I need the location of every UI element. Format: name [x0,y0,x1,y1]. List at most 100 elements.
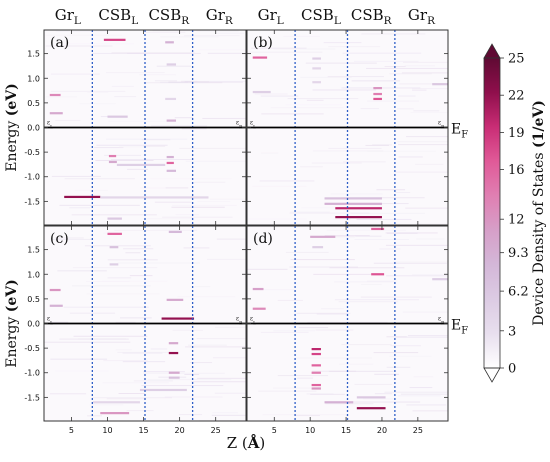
fermi-level-label-main: E [451,318,461,334]
x-tick-label: 20 [377,426,387,435]
bg-state [193,181,226,183]
bg-state [398,144,448,146]
bg-state [114,96,137,98]
bg-state [296,357,372,359]
region-label-sub: L [334,15,341,27]
colorbar-label-unit: (1/eV) [531,100,547,148]
bg-state [339,363,374,365]
bg-state [129,275,153,277]
bg-state [413,110,440,112]
bg-state [133,380,173,382]
state-band [109,246,119,249]
state-band [311,371,321,374]
state-band [168,351,179,355]
bg-state [252,185,307,187]
bg-state [360,108,379,110]
state-band [100,196,209,199]
colorbar-label-text: Device Density of States [531,148,547,326]
bg-state [300,166,323,168]
colorbar-label: Device Density of States (1/eV) [531,100,547,326]
bg-state [405,207,448,209]
state-band [373,97,382,101]
fermi-small-label-right-main: ε [438,316,441,323]
bg-state [283,35,320,37]
state-band [312,246,324,249]
bg-state [103,360,148,362]
bg-state [54,237,84,239]
fermi-level-label-sub: F [461,326,468,337]
bg-state [367,100,420,102]
bg-state [63,306,149,308]
bg-state [310,393,345,395]
bg-state [178,414,203,416]
x-tick-label: 25 [211,426,221,435]
bg-state [196,30,239,32]
bg-state [181,128,207,130]
region-label-main: Gr [55,6,75,24]
bg-state [216,238,246,240]
bg-state [315,329,354,331]
bg-state [415,223,448,225]
bg-state [215,326,246,328]
fermi-small-label-left-sub: L [50,321,53,326]
bg-state [389,73,432,75]
state-band [165,97,177,101]
fermi-small-label-right-sub: R [239,321,243,326]
state-band [311,348,321,351]
state-band [166,161,174,165]
state-band [166,298,184,301]
bg-state [174,117,194,119]
fermi-level-label: EF [451,318,468,337]
bg-state [45,34,123,36]
bg-state [295,415,320,417]
state-band [324,401,354,404]
bg-state [156,65,191,67]
bg-state [50,90,126,92]
bg-state [150,178,232,180]
state-band [64,195,101,199]
bg-state [363,398,393,400]
bg-state [326,229,407,231]
bg-state [50,73,100,75]
x-axis-label-text: Z ( [227,434,248,452]
bg-state [367,150,436,152]
bg-state [413,376,434,378]
y-tick-label: 0.0 [27,320,40,329]
region-label: GrR [206,6,234,27]
state-band [312,81,321,84]
bg-state [52,238,92,240]
state-band [93,401,140,404]
y-tick-label: 1.5 [27,246,40,255]
bg-state [185,160,246,162]
bg-state [165,187,189,189]
bg-state [306,99,324,101]
state-band [49,93,61,97]
bg-state [402,311,448,313]
bg-state [147,218,195,220]
state-band [168,342,179,345]
colorbar-gradient [484,58,500,368]
bg-state [197,377,246,379]
bg-state [95,159,154,161]
bg-state [86,293,160,295]
region-label: CSBL [301,6,341,27]
bg-state [172,204,237,206]
axes-layer: 1.51.00.50.0-0.5-1.0-1.5EF1.51.00.50.0-0… [4,50,468,452]
bg-state [305,62,377,64]
bg-state [57,270,107,272]
bg-state [102,382,169,384]
state-band [109,263,119,266]
bg-state [84,245,151,247]
bg-state [300,76,352,78]
bg-state [210,198,246,200]
state-band [373,87,382,90]
bg-state [143,371,185,373]
bg-state [361,283,382,285]
bg-state [183,247,210,249]
colorbar: 0 3 6.2 9.3 12 16 19 22 25 Device Density of Stat… [483,43,547,383]
state-band [312,67,321,70]
bg-state [287,98,359,100]
bg-state [261,113,324,115]
bg-state [399,83,438,85]
y-tick-label: 0.5 [27,295,40,304]
